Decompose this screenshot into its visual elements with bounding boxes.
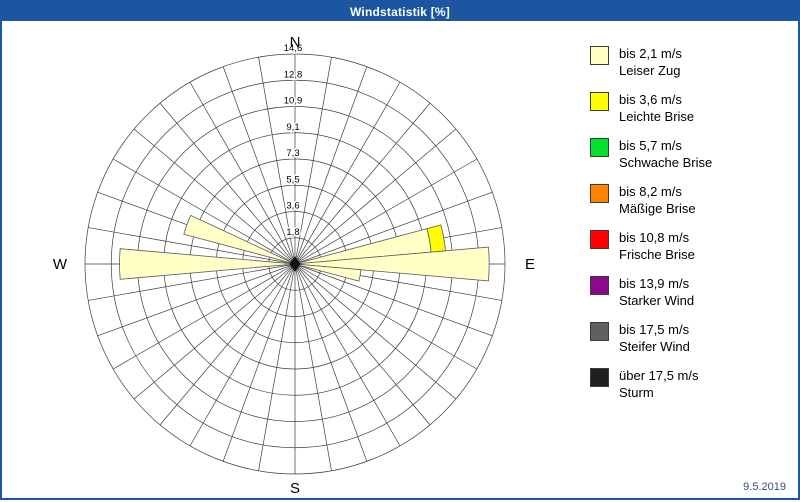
legend-text: bis 13,9 m/s Starker Wind (619, 275, 694, 309)
legend-item: bis 17,5 m/s Steifer Wind (590, 321, 712, 355)
legend-swatch (590, 276, 609, 295)
calm-marker (289, 256, 301, 272)
legend: bis 2,1 m/s Leiser Zug bis 3,6 m/s Leichte … (590, 45, 712, 413)
legend-speed-label: über 17,5 m/s (619, 368, 699, 383)
compass-north-label: N (290, 34, 301, 51)
window-title: Windstatistik [%] (350, 4, 450, 19)
legend-swatch (590, 92, 609, 111)
ring-labels: 1,8 3,6 5,5 7,3 9,1 10,9 12,8 14,6 (282, 42, 304, 240)
legend-speed-label: bis 8,2 m/s (619, 184, 682, 199)
ring-label: 3,6 (286, 201, 299, 212)
ring-label: 10,9 (284, 96, 303, 107)
ring-label: 14,6 (284, 43, 303, 54)
legend-item: über 17,5 m/s Sturm (590, 367, 712, 401)
legend-text: bis 17,5 m/s Steifer Wind (619, 321, 690, 355)
ring-label: 12,8 (284, 69, 303, 80)
legend-text: bis 2,1 m/s Leiser Zug (619, 45, 682, 79)
legend-swatch (590, 138, 609, 157)
legend-class-label: Sturm (619, 385, 654, 400)
compass-labels: N S W E (53, 34, 535, 497)
ring-label: 5,5 (286, 174, 299, 185)
legend-swatch (590, 322, 609, 341)
compass-south-label: S (290, 480, 300, 497)
legend-text: bis 5,7 m/s Schwache Brise (619, 137, 712, 171)
legend-swatch (590, 46, 609, 65)
wind-petals (119, 214, 490, 282)
ring-label: 7,3 (286, 148, 299, 159)
legend-text: über 17,5 m/s Sturm (619, 367, 699, 401)
legend-swatch (590, 368, 609, 387)
legend-item: bis 5,7 m/s Schwache Brise (590, 137, 712, 171)
legend-class-label: Schwache Brise (619, 155, 713, 170)
legend-text: bis 3,6 m/s Leichte Brise (619, 91, 694, 125)
date-label: 9.5.2019 (743, 481, 786, 493)
legend-item: bis 10,8 m/s Frische Brise (590, 229, 712, 263)
legend-speed-label: bis 3,6 m/s (619, 92, 682, 107)
legend-speed-label: bis 13,9 m/s (619, 276, 690, 291)
legend-item: bis 13,9 m/s Starker Wind (590, 275, 712, 309)
compass-west-label: W (53, 256, 68, 273)
compass-east-label: E (525, 256, 535, 273)
wind-petal (119, 248, 296, 280)
legend-swatch (590, 184, 609, 203)
legend-speed-label: bis 10,8 m/s (619, 230, 690, 245)
legend-swatch (590, 230, 609, 249)
legend-speed-label: bis 17,5 m/s (619, 322, 690, 337)
legend-class-label: Starker Wind (619, 293, 695, 308)
wind-petal (183, 214, 296, 265)
legend-item: bis 8,2 m/s Mäßige Brise (590, 183, 712, 217)
legend-speed-label: bis 5,7 m/s (619, 138, 682, 153)
legend-class-label: Frische Brise (619, 247, 695, 262)
legend-class-label: Leiser Zug (619, 63, 681, 78)
legend-class-label: Mäßige Brise (619, 201, 696, 216)
wind-petal (294, 246, 490, 282)
title-bar: Windstatistik [%] (2, 2, 798, 21)
legend-class-label: Steifer Wind (619, 339, 690, 354)
ring-label: 9,1 (286, 122, 299, 133)
legend-item: bis 2,1 m/s Leiser Zug (590, 45, 712, 79)
ring-label: 1,8 (286, 227, 299, 238)
legend-speed-label: bis 2,1 m/s (619, 46, 682, 61)
wind-petal (294, 263, 362, 282)
legend-text: bis 10,8 m/s Frische Brise (619, 229, 695, 263)
legend-text: bis 8,2 m/s Mäßige Brise (619, 183, 696, 217)
legend-class-label: Leichte Brise (619, 109, 695, 124)
legend-item: bis 3,6 m/s Leichte Brise (590, 91, 712, 125)
